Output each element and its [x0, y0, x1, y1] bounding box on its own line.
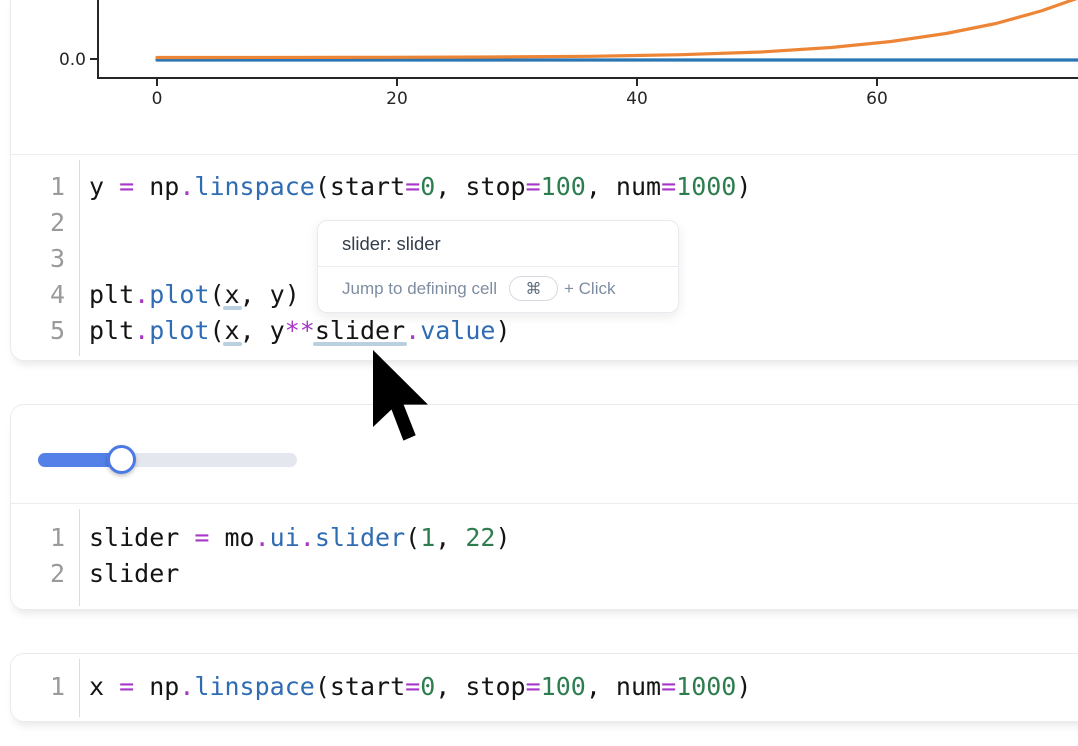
mouse-cursor-icon: [373, 350, 428, 441]
x-tick-label: 40: [626, 89, 648, 109]
line-number: 2: [49, 208, 65, 237]
code-text: slider = mo.ui.slider(1, 22): [89, 523, 511, 552]
cell-divider: [11, 503, 1078, 504]
slider-output: [11, 405, 1078, 503]
line-number: 1: [49, 523, 65, 552]
cmd-key-badge: ⌘: [508, 276, 558, 301]
x-tick-label: 20: [386, 89, 408, 109]
slider-track[interactable]: [38, 453, 297, 467]
cell-slider: 1 slider = mo.ui.slider(1, 22) 2 slider: [10, 404, 1078, 610]
line-number: 3: [49, 244, 65, 273]
code-line[interactable]: 5 plt.plot(x, y**slider.value): [11, 313, 1078, 349]
code-editor-slider[interactable]: 1 slider = mo.ui.slider(1, 22) 2 slider: [11, 504, 1078, 611]
line-number: 4: [49, 280, 65, 309]
line-number: 2: [49, 559, 65, 588]
code-text: y = np.linspace(start=0, stop=100, num=1…: [89, 172, 752, 201]
code-text: slider: [89, 559, 180, 588]
y-tick-label: 0.0: [59, 50, 86, 70]
tooltip-title: slider: slider: [318, 221, 678, 267]
slider-thumb[interactable]: [107, 445, 136, 474]
line-number: 1: [49, 672, 65, 701]
reactive-variable-ref[interactable]: x: [224, 280, 240, 309]
code-line[interactable]: 4 plt.plot(x, y): [11, 277, 1078, 313]
code-text: x = np.linspace(start=0, stop=100, num=1…: [89, 672, 752, 701]
code-line[interactable]: 2 slider: [11, 556, 1078, 592]
tooltip-action-label: Jump to defining cell: [342, 278, 497, 298]
variable-tooltip: slider: slider Jump to defining cell ⌘ +…: [317, 220, 679, 313]
code-line[interactable]: 1 slider = mo.ui.slider(1, 22): [11, 520, 1078, 556]
cell-x: 1 x = np.linspace(start=0, stop=100, num=…: [10, 653, 1078, 722]
code-line[interactable]: 3: [11, 241, 1078, 277]
matplotlib-figure: 0.0 0 20 40 60: [59, 0, 1078, 109]
code-editor-plot[interactable]: 1 y = np.linspace(start=0, stop=100, num=…: [11, 155, 1078, 361]
code-line[interactable]: 1 x = np.linspace(start=0, stop=100, num=…: [11, 669, 1078, 705]
code-editor-x[interactable]: 1 x = np.linspace(start=0, stop=100, num=…: [11, 654, 1078, 722]
slider-fill: [38, 453, 121, 467]
plot-series-line: [155, 0, 1078, 60]
line-number: 5: [49, 316, 65, 345]
x-tick-label: 60: [866, 89, 888, 109]
tooltip-shortcut-suffix: + Click: [563, 278, 616, 298]
line-number: 1: [49, 172, 65, 201]
reactive-variable-ref[interactable]: slider: [314, 316, 406, 345]
cell-divider: [11, 154, 1078, 155]
x-tick-label: 0: [152, 89, 163, 109]
code-text: plt.plot(x, y**slider.value): [89, 316, 511, 345]
reactive-variable-ref[interactable]: x: [224, 316, 240, 345]
code-text: plt.plot(x, y): [89, 280, 300, 309]
code-line[interactable]: 1 y = np.linspace(start=0, stop=100, num=…: [11, 169, 1078, 205]
code-line[interactable]: 2: [11, 205, 1078, 241]
plot-output: 0.0 0 20 40 60: [11, 0, 1078, 154]
